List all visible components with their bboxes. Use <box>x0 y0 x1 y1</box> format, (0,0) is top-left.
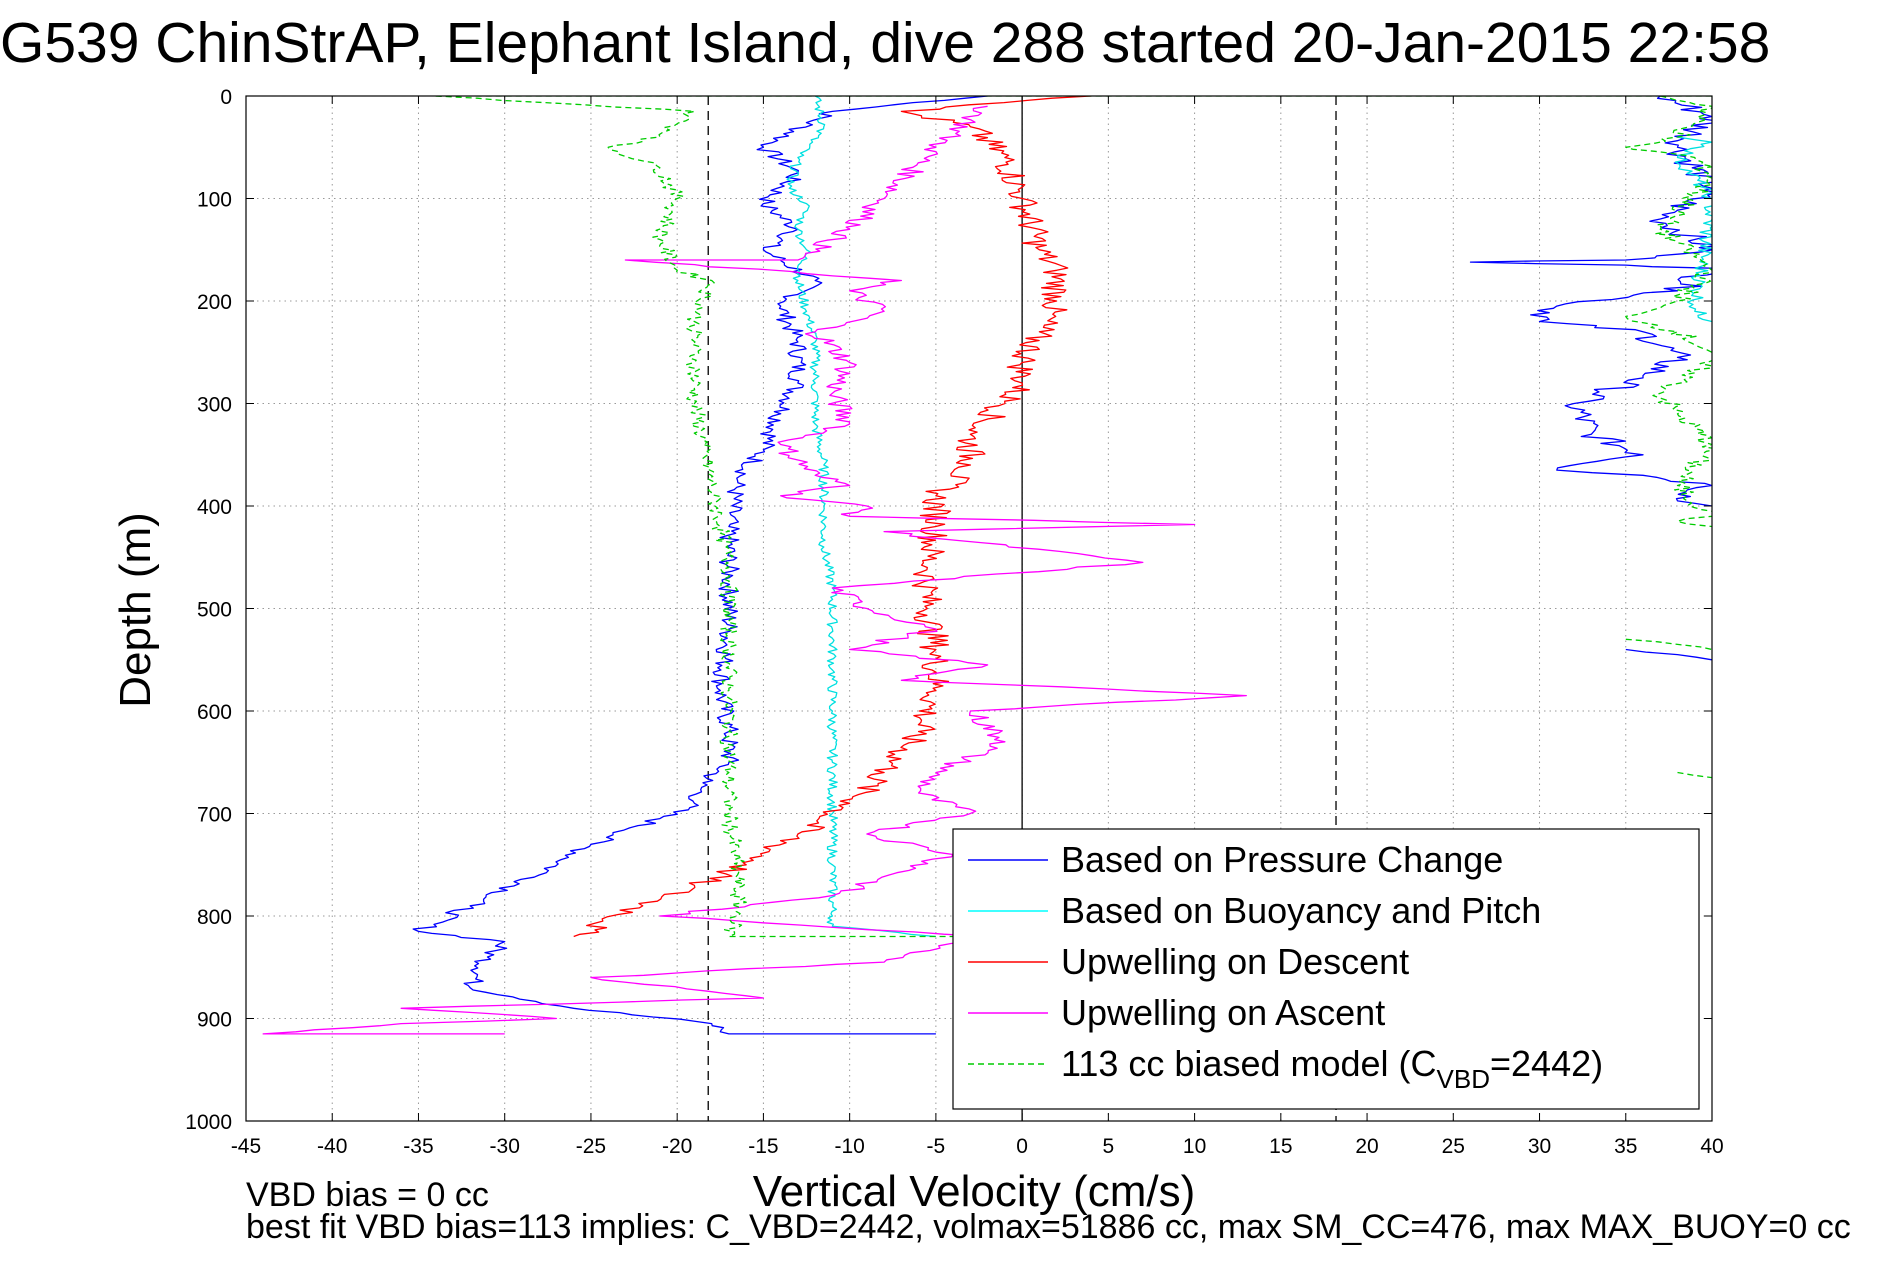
x-tick-label: 0 <box>1016 1135 1028 1158</box>
series-line-3 <box>786 96 936 938</box>
x-ticks: -45 -40 -35 -30 -25 -20 -15 -10 -5 0 5 10 15 20 25 30 35… <box>231 96 1724 1158</box>
y-axis-label: Depth (m) <box>111 512 160 708</box>
legend-label: Upwelling on Descent <box>1061 941 1409 982</box>
x-tick-label: -5 <box>927 1135 946 1158</box>
x-tick-label: 25 <box>1442 1135 1465 1158</box>
x-tick-label: 40 <box>1700 1135 1723 1158</box>
x-tick-label: 15 <box>1269 1135 1292 1158</box>
chart-title: G539 ChinStrAP, Elephant Island, dive 28… <box>0 11 1770 75</box>
legend-label: Based on Pressure Change <box>1061 839 1503 880</box>
series-line-5 <box>573 96 1092 938</box>
data-series <box>262 96 1712 1035</box>
legend-label: Based on Buoyancy and Pitch <box>1061 890 1541 931</box>
series-line-6 <box>262 105 1247 1035</box>
y-tick-label: 800 <box>197 906 232 929</box>
legend-label-main: 113 cc biased model (C <box>1061 1043 1437 1084</box>
x-tick-label: -45 <box>231 1135 261 1158</box>
y-tick-label: 300 <box>197 394 232 417</box>
y-ticks: 0 100 200 300 400 500 600 700 800 900 1000 <box>185 86 1712 1134</box>
legend-label-tail: =2442) <box>1490 1043 1603 1084</box>
series-line-10 <box>1625 638 1712 651</box>
x-tick-label: 10 <box>1183 1135 1206 1158</box>
x-tick-label: -40 <box>317 1135 347 1158</box>
y-tick-label: 100 <box>197 189 232 212</box>
x-tick-label: -35 <box>403 1135 433 1158</box>
x-tick-label: 20 <box>1355 1135 1378 1158</box>
x-axis-label: Vertical Velocity (cm/s) <box>753 1167 1196 1216</box>
series-line-7 <box>435 96 971 938</box>
series-line-2 <box>1625 648 1712 661</box>
y-tick-label: 500 <box>197 599 232 622</box>
legend-label-subscript: VBD <box>1437 1064 1490 1094</box>
x-tick-label: -15 <box>748 1135 778 1158</box>
y-tick-label: 200 <box>197 291 232 314</box>
x-tick-label: 35 <box>1614 1135 1637 1158</box>
x-tick-label: -25 <box>576 1135 606 1158</box>
series-line-11 <box>1677 771 1712 779</box>
series-line-1 <box>1469 96 1712 507</box>
legend-box <box>952 828 1700 1110</box>
x-tick-label: 30 <box>1528 1135 1551 1158</box>
footer-best-fit-text: best fit VBD bias=113 implies: C_VBD=244… <box>246 1208 1851 1246</box>
legend: Based on Pressure Change Based on Buoyanc… <box>952 828 1700 1110</box>
y-tick-label: 700 <box>197 804 232 827</box>
y-tick-label: 900 <box>197 1009 232 1032</box>
y-tick-label: 600 <box>197 701 232 724</box>
legend-label: 113 cc biased model (CVBD=2442) <box>1061 1043 1603 1094</box>
series-line-0 <box>412 96 988 1035</box>
x-tick-label: -20 <box>662 1135 692 1158</box>
y-tick-label: 0 <box>220 86 232 109</box>
x-tick-label: -30 <box>490 1135 520 1158</box>
x-tick-label: -10 <box>834 1135 864 1158</box>
x-tick-label: 5 <box>1103 1135 1115 1158</box>
footer-bias-text: VBD bias = 0 cc <box>246 1176 489 1214</box>
y-tick-label: 400 <box>197 496 232 519</box>
y-tick-label: 1000 <box>185 1111 232 1134</box>
series-line-9 <box>1625 96 1712 528</box>
legend-label: Upwelling on Ascent <box>1061 992 1385 1033</box>
